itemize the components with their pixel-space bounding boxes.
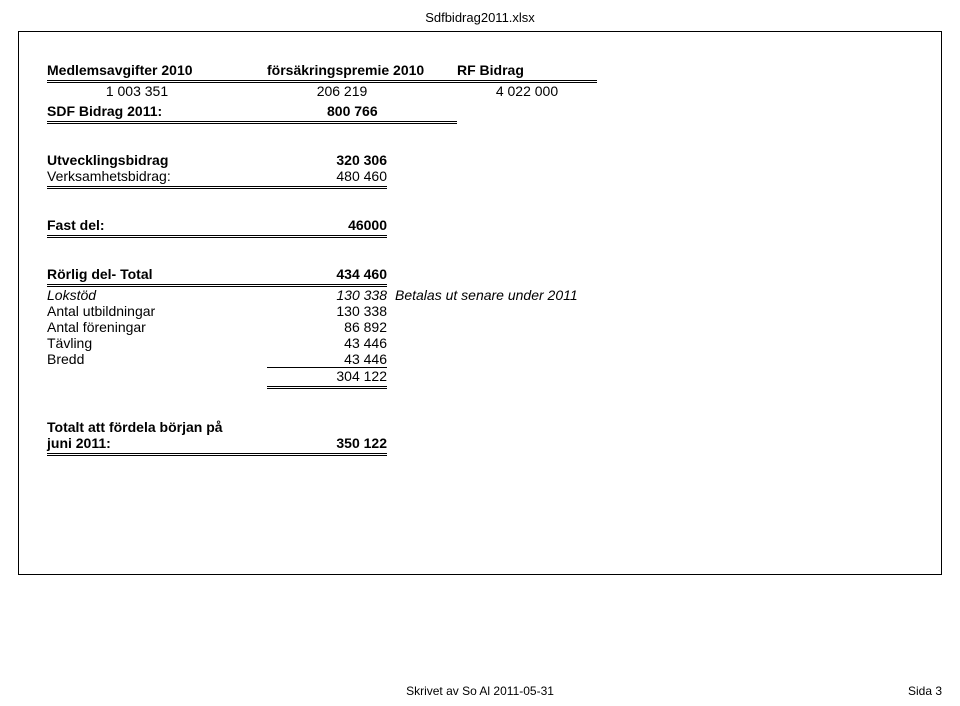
row-label-1: Antal föreningar xyxy=(47,319,267,335)
totalt-section: Totalt att fördela början på juni 2011: … xyxy=(47,419,913,456)
top-section: Medlemsavgifter 2010 försäkringspremie 2… xyxy=(47,62,913,124)
content-box: Medlemsavgifter 2010 försäkringspremie 2… xyxy=(18,31,942,575)
bidrag-section: Utvecklingsbidrag 320 306 Verksamhetsbid… xyxy=(47,152,913,189)
verk-value: 480 460 xyxy=(267,168,387,189)
totalt-label-2: juni 2011: xyxy=(47,435,267,456)
totalt-value: 350 122 xyxy=(267,435,387,456)
row-value-1: 86 892 xyxy=(267,319,387,335)
footer-center: Skrivet av So Al 2011-05-31 xyxy=(18,684,942,698)
row-label-0: Antal utbildningar xyxy=(47,303,267,319)
rorlig-label: Rörlig del- Total xyxy=(47,266,267,287)
lokstod-label: Lokstöd xyxy=(47,287,267,303)
value-1: 1 003 351 xyxy=(47,83,267,99)
utv-label: Utvecklingsbidrag xyxy=(47,152,267,168)
col-header-1: Medlemsavgifter 2010 xyxy=(47,62,267,83)
row-value-3: 43 446 xyxy=(267,351,387,368)
lokstod-value: 130 338 xyxy=(267,287,387,303)
col-header-3: RF Bidrag xyxy=(457,62,597,83)
row-value-0: 130 338 xyxy=(267,303,387,319)
fast-label: Fast del: xyxy=(47,217,267,238)
row-label-3: Bredd xyxy=(47,351,267,368)
footer: Skrivet av So Al 2011-05-31 Sida 3 xyxy=(18,684,942,698)
value-3: 4 022 000 xyxy=(457,83,597,99)
lokstod-note: Betalas ut senare under 2011 xyxy=(387,287,578,303)
row-value-2: 43 446 xyxy=(267,335,387,351)
fast-section: Fast del: 46000 xyxy=(47,217,913,238)
utv-value: 320 306 xyxy=(267,152,387,168)
subtotal-spacer xyxy=(47,368,267,389)
rorlig-value: 434 460 xyxy=(267,266,387,287)
fast-value: 46000 xyxy=(267,217,387,238)
col-header-2: försäkringspremie 2010 xyxy=(267,62,457,83)
sdf-value: 800 766 xyxy=(267,103,457,124)
sdf-label: SDF Bidrag 2011: xyxy=(47,103,267,124)
row-label-2: Tävling xyxy=(47,335,267,351)
subtotal-value: 304 122 xyxy=(267,368,387,389)
value-2: 206 219 xyxy=(267,83,457,99)
verk-label: Verksamhetsbidrag: xyxy=(47,168,267,189)
totalt-label-1: Totalt att fördela början på xyxy=(47,419,287,435)
rorlig-section: Rörlig del- Total 434 460 Lokstöd 130 33… xyxy=(47,266,913,389)
header-filename: Sdfbidrag2011.xlsx xyxy=(18,10,942,25)
